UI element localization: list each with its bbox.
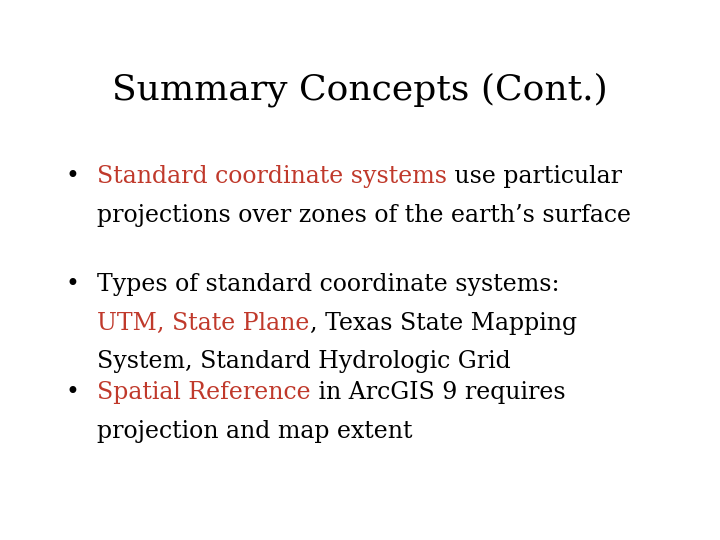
Text: •: •	[65, 165, 79, 188]
Text: •: •	[65, 273, 79, 296]
Text: •: •	[65, 381, 79, 404]
Text: UTM, State Plane: UTM, State Plane	[97, 312, 310, 335]
Text: in ArcGIS 9 requires: in ArcGIS 9 requires	[311, 381, 565, 404]
Text: Summary Concepts (Cont.): Summary Concepts (Cont.)	[112, 73, 608, 107]
Text: projection and map extent: projection and map extent	[97, 420, 413, 443]
Text: Standard coordinate systems: Standard coordinate systems	[97, 165, 447, 188]
Text: System, Standard Hydrologic Grid: System, Standard Hydrologic Grid	[97, 350, 511, 374]
Text: Spatial Reference: Spatial Reference	[97, 381, 311, 404]
Text: projections over zones of the earth’s surface: projections over zones of the earth’s su…	[97, 204, 631, 227]
Text: , Texas State Mapping: , Texas State Mapping	[310, 312, 577, 335]
Text: Types of standard coordinate systems:: Types of standard coordinate systems:	[97, 273, 559, 296]
Text: use particular: use particular	[447, 165, 622, 188]
